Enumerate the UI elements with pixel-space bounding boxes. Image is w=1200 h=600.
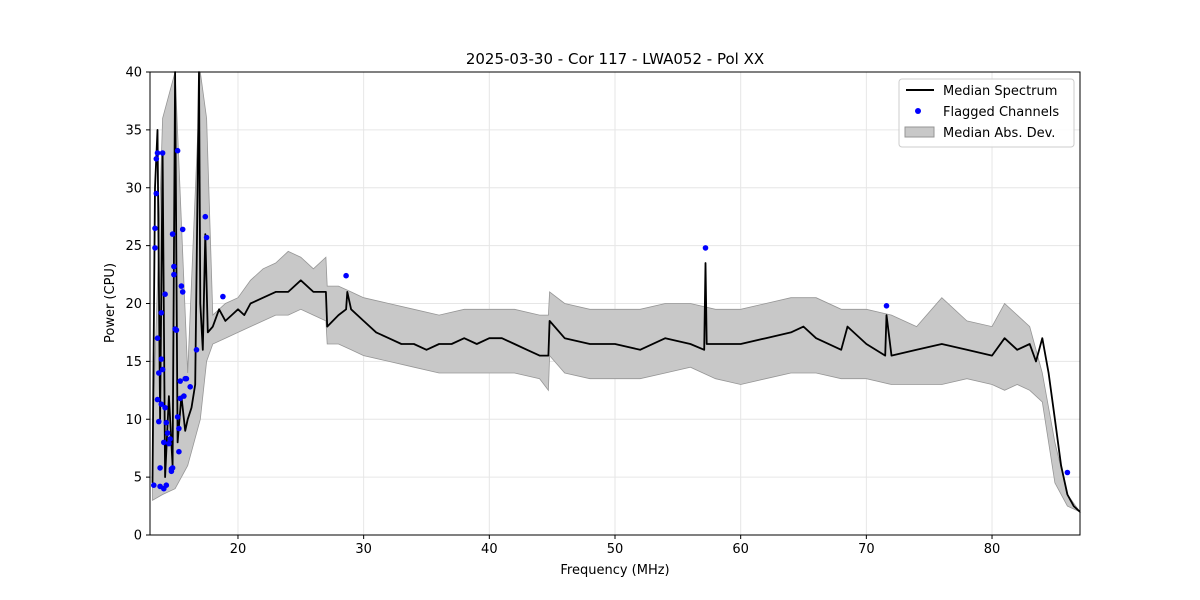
- y-tick-label: 0: [134, 529, 142, 544]
- flagged-channel-point: [702, 245, 709, 251]
- flagged-channel-point: [167, 436, 173, 442]
- flagged-channel-point: [159, 150, 166, 156]
- x-tick-label: 20: [230, 542, 247, 557]
- flagged-channel-point: [202, 213, 209, 220]
- flagged-channel-point: [153, 156, 160, 162]
- flagged-channel-point: [883, 303, 890, 309]
- flagged-channel-point: [187, 384, 193, 390]
- flagged-channel-point: [158, 356, 165, 362]
- flagged-channel-point: [162, 404, 168, 411]
- flagged-channel-point: [181, 393, 187, 399]
- flagged-channel-point: [152, 245, 158, 251]
- flagged-channel-point: [154, 335, 161, 342]
- flagged-channel-point: [166, 440, 172, 447]
- flagged-channel-point: [162, 291, 168, 298]
- flagged-channel-point: [159, 366, 166, 373]
- x-tick-label: 70: [858, 542, 875, 557]
- flagged-channel-point: [151, 482, 157, 489]
- flagged-channel-point: [163, 482, 170, 489]
- x-tick-label: 60: [732, 542, 749, 557]
- flagged-channel-point: [220, 293, 226, 300]
- x-tick-label: 80: [984, 542, 1001, 557]
- y-tick-label: 20: [125, 297, 142, 312]
- y-tick-label: 25: [125, 239, 142, 254]
- flagged-channel-point: [156, 418, 162, 425]
- flagged-channel-point: [171, 271, 177, 278]
- legend-median-abs-dev-swatch: [904, 126, 935, 138]
- flagged-channel-point: [164, 430, 171, 436]
- flagged-channels: [151, 147, 1071, 492]
- legend: Median Spectrum Flagged Channels Median …: [898, 78, 1075, 148]
- y-tick-label: 35: [125, 123, 142, 138]
- flagged-channel-point: [193, 347, 200, 353]
- flagged-channel-point: [179, 289, 186, 295]
- flagged-channel-point: [343, 272, 349, 279]
- y-axis-label: Power (CPU): [103, 263, 118, 343]
- x-axis-label: Frequency (MHz): [560, 563, 669, 578]
- legend-median-spectrum-label: Median Spectrum: [943, 84, 1057, 99]
- flagged-channel-point: [157, 465, 163, 471]
- legend-median-abs-dev-label: Median Abs. Dev.: [943, 126, 1055, 141]
- flagged-channel-point: [179, 226, 186, 233]
- y-tick-label: 40: [125, 66, 142, 81]
- legend-flagged-channels-swatch: [915, 108, 921, 114]
- flagged-channel-point: [203, 234, 210, 241]
- flagged-channel-point: [174, 147, 181, 154]
- flagged-channel-point: [173, 327, 180, 333]
- flagged-channel-point: [161, 439, 167, 446]
- legend-box: [898, 78, 1075, 148]
- flagged-channel-point: [174, 414, 181, 420]
- chart-title: 2025-03-30 - Cor 117 - LWA052 - Pol XX: [466, 50, 764, 68]
- flagged-channel-point: [154, 396, 161, 403]
- flagged-channel-point: [153, 190, 160, 197]
- axis-ticks: 20 30 40 50 60 70 80 0 5 10 15 20 25 30 35 40: [125, 66, 1000, 558]
- flagged-channel-point: [176, 425, 182, 432]
- x-tick-label: 30: [355, 542, 372, 557]
- flagged-channel-point: [152, 225, 158, 232]
- flagged-channel-point: [154, 150, 161, 156]
- flagged-channel-point: [169, 465, 176, 471]
- median-abs-dev-area: [152, 71, 1082, 513]
- flagged-channel-point: [169, 231, 176, 237]
- flagged-channel-point: [183, 375, 190, 382]
- flagged-channel-point: [177, 378, 183, 384]
- flagged-channel-point: [171, 263, 177, 270]
- x-tick-label: 50: [607, 542, 624, 557]
- median-abs-dev-band: [152, 71, 1082, 513]
- legend-flagged-channels-label: Flagged Channels: [943, 105, 1059, 120]
- flagged-channel-point: [176, 448, 182, 455]
- y-tick-label: 15: [125, 355, 142, 370]
- flagged-channel-point: [163, 419, 170, 426]
- flagged-channel-point: [156, 370, 162, 376]
- y-tick-label: 10: [125, 413, 142, 428]
- flagged-channel-point: [1064, 469, 1071, 476]
- flagged-channel-point: [178, 283, 185, 289]
- x-tick-label: 40: [481, 542, 498, 557]
- flagged-channel-point: [158, 401, 165, 408]
- flagged-channel-point: [158, 310, 165, 316]
- y-tick-label: 5: [134, 471, 142, 486]
- y-tick-label: 30: [125, 181, 142, 196]
